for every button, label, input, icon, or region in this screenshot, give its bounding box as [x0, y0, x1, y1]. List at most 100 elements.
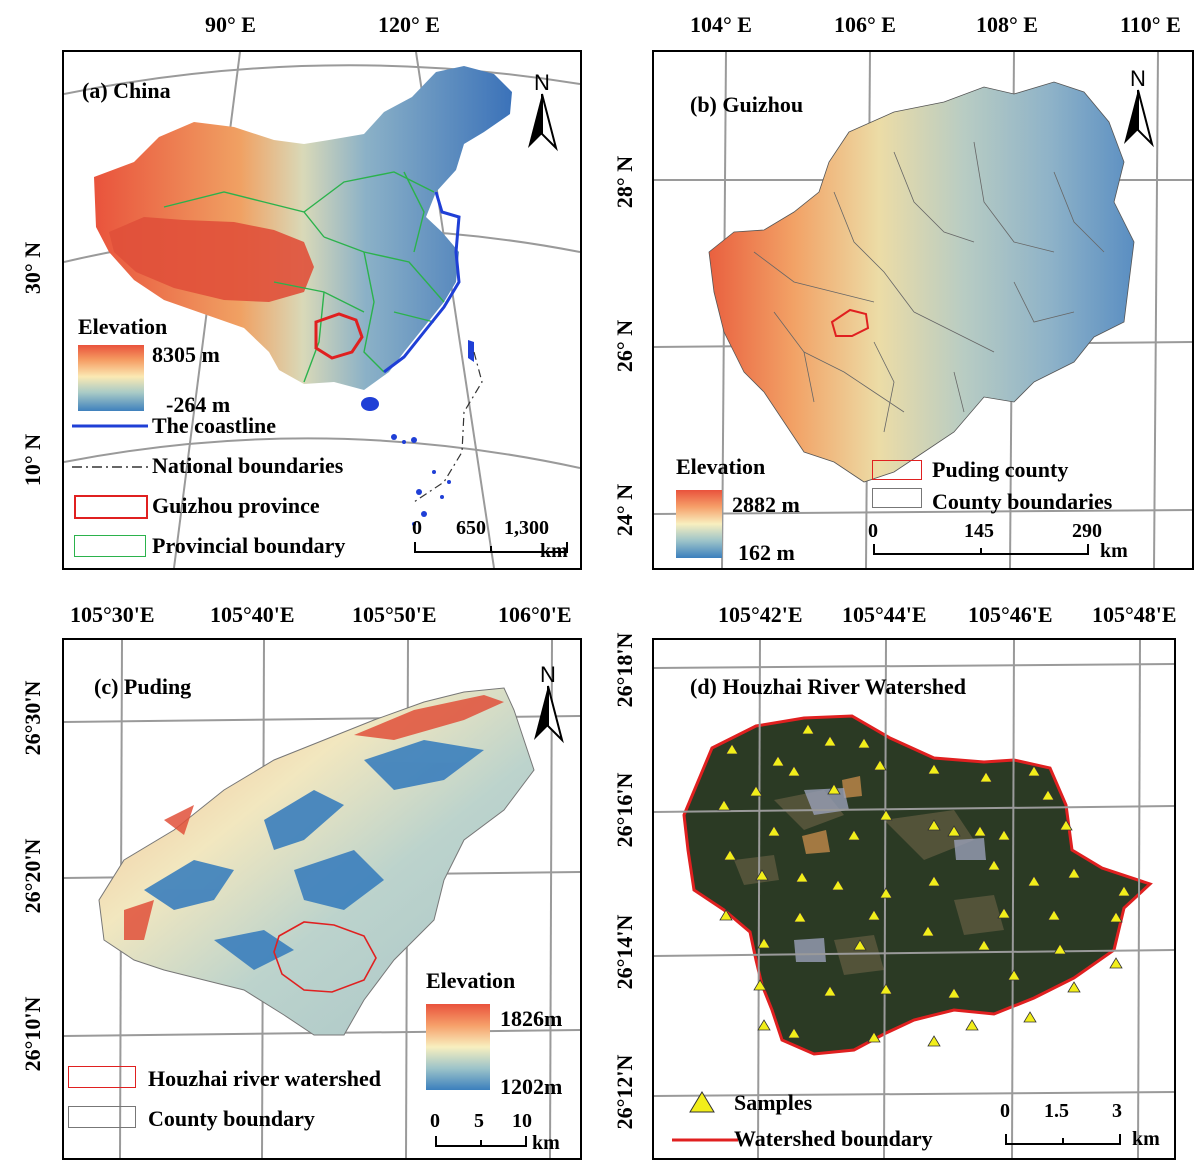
c-county-swatch	[68, 1106, 136, 1128]
d-legend-samples: Samples	[734, 1090, 813, 1115]
puding-map-canvas	[64, 640, 580, 1158]
c-elevation-ramp	[426, 1004, 490, 1090]
panel-c-puding-map: (c) Puding N Elevation 1826m 1202m Houzh…	[62, 638, 582, 1160]
b-scale-tick-290: 290	[1072, 520, 1102, 542]
c-legend-max: 1826m	[500, 1006, 563, 1031]
a-provincial-swatch	[74, 535, 146, 557]
b-legend-min: 162 m	[738, 540, 795, 565]
b-scale-bar	[873, 544, 1089, 555]
settlement-patches	[794, 788, 986, 962]
d-left-tick-26-12n: 26°12'N	[612, 1054, 637, 1130]
d-scale-tick-1-5: 1.5	[1044, 1100, 1069, 1122]
tibet-high-elevation	[109, 217, 314, 302]
b-legend-puding: Puding county	[932, 457, 1069, 482]
c-scale-unit: km	[532, 1132, 560, 1154]
b-legend-elevation-label: Elevation	[676, 454, 766, 479]
b-legend-county: County boundaries	[932, 489, 1113, 514]
a-coastline-swatch	[72, 424, 148, 428]
c-left-tick-26-30n: 26°30'N	[20, 680, 45, 756]
a-legend-national: National boundaries	[152, 453, 344, 478]
c-scale-bar	[435, 1136, 527, 1147]
d-top-tick-105-48e: 105°48'E	[1092, 602, 1177, 627]
panel-b-guizhou-map: (b) Guizhou N Elevation 2882 m 162 m Pud…	[652, 50, 1194, 570]
d-top-tick-105-42e: 105°42'E	[718, 602, 803, 627]
panel-d-watershed-map: (d) Houzhai River Watershed Samples Wate…	[652, 638, 1176, 1160]
c-houzhai-swatch	[68, 1066, 136, 1088]
d-scale-tick-3: 3	[1112, 1100, 1122, 1122]
north-label: N	[1130, 66, 1146, 91]
b-north-arrow: N	[1120, 66, 1156, 150]
d-scale-unit: km	[1132, 1128, 1160, 1150]
c-top-tick-105-30e: 105°30'E	[70, 602, 155, 627]
national-boundary-dashes	[413, 351, 483, 503]
hainan-island	[361, 397, 379, 411]
north-arrow-icon	[528, 93, 558, 152]
guizhou-landmass	[708, 81, 1135, 483]
a-scale-tick-0: 0	[412, 517, 422, 539]
china-map-canvas	[64, 52, 580, 568]
a-north-arrow: N	[524, 70, 560, 154]
b-left-tick-24n: 24° N	[612, 483, 637, 537]
c-left-tick-26-10n: 26°10'N	[20, 996, 45, 1072]
b-left-tick-28n: 28° N	[612, 155, 637, 209]
c-legend-min: 1202m	[500, 1074, 563, 1099]
a-guizhou-swatch	[74, 495, 148, 519]
coastline	[383, 191, 461, 374]
d-left-tick-26-18n: 26°18'N	[612, 632, 637, 708]
guizhou-province-outline	[314, 312, 364, 360]
north-label: N	[540, 662, 556, 687]
taiwan-island	[468, 340, 474, 362]
a-left-tick-10n: 10° N	[20, 433, 45, 487]
b-scale-unit: km	[1100, 540, 1128, 562]
a-legend-min: -264 m	[166, 392, 231, 417]
panel-c-title: (c) Puding	[94, 674, 192, 699]
north-label: N	[534, 70, 550, 95]
d-scale-tick-0: 0	[1000, 1100, 1010, 1122]
d-left-tick-26-14n: 26°14'N	[612, 914, 637, 990]
d-scale-bar	[1005, 1134, 1121, 1145]
watershed-map-canvas	[654, 640, 1174, 1158]
county-boundaries	[753, 141, 1105, 433]
c-top-tick-106-0e: 106°0'E	[498, 602, 572, 627]
a-left-tick-30n: 30° N	[20, 241, 45, 295]
graticule-lines	[654, 640, 1174, 1158]
south-china-sea-islands	[391, 434, 451, 526]
china-landmass	[94, 66, 512, 390]
d-watershed-swatch	[672, 1138, 738, 1142]
a-top-tick-120e: 120° E	[378, 12, 440, 37]
c-north-arrow: N	[530, 662, 566, 746]
bare-soil-patches	[802, 776, 862, 854]
cultivated-patches	[734, 790, 1004, 975]
a-legend-provincial: Provincial boundary	[152, 533, 346, 558]
d-legend-watershed: Watershed boundary	[734, 1126, 933, 1151]
houzhai-watershed-outline	[273, 921, 377, 993]
c-legend-elevation-label: Elevation	[426, 968, 516, 993]
d-sample-swatch	[689, 1091, 715, 1113]
low-elevation-valleys	[144, 740, 484, 970]
panel-a-china-map: (a) China N Elevation 8305 m -264 m The …	[62, 50, 582, 570]
c-top-tick-105-40e: 105°40'E	[210, 602, 295, 627]
a-scale-tick-650: 650	[456, 517, 486, 539]
a-legend-coastline: The coastline	[152, 413, 277, 438]
guizhou-map-canvas	[654, 52, 1192, 568]
a-legend-max: 8305 m	[152, 342, 220, 367]
watershed-imagery	[682, 714, 1153, 1056]
d-top-tick-105-46e: 105°46'E	[968, 602, 1053, 627]
b-scale-tick-145: 145	[964, 520, 994, 542]
panel-d-title: (d) Houzhai River Watershed	[690, 674, 967, 699]
panel-a-title: (a) China	[82, 78, 171, 103]
c-scale-tick-10: 10	[512, 1110, 532, 1132]
c-legend-county: County boundary	[148, 1106, 315, 1131]
b-top-tick-108e: 108° E	[976, 12, 1038, 37]
high-elevation-ridges	[124, 695, 504, 940]
c-scale-tick-5: 5	[474, 1110, 484, 1132]
c-left-tick-26-20n: 26°20'N	[20, 838, 45, 914]
b-top-tick-104e: 104° E	[690, 12, 752, 37]
a-elevation-ramp	[78, 345, 144, 411]
a-scale-bar	[414, 542, 568, 553]
puding-county-outline	[830, 308, 870, 337]
d-top-tick-105-44e: 105°44'E	[842, 602, 927, 627]
c-legend-houzhai: Houzhai river watershed	[148, 1066, 382, 1091]
c-scale-tick-0: 0	[430, 1110, 440, 1132]
b-scale-tick-0: 0	[868, 520, 878, 542]
